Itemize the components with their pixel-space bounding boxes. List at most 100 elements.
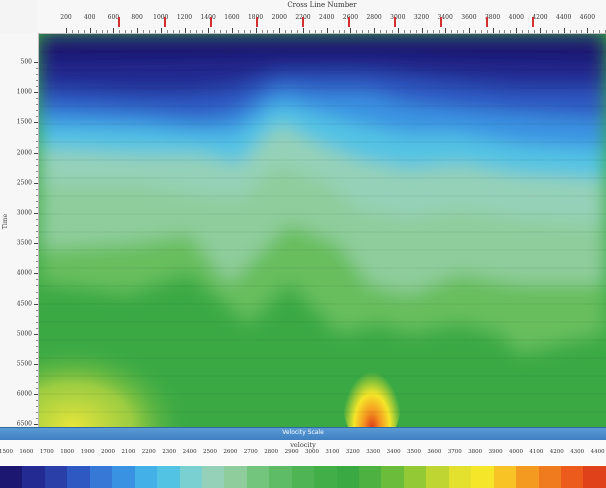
velocity-tick-label: 4300	[570, 449, 585, 455]
colorbar-segment	[426, 466, 449, 488]
cross-line-minor-tick	[474, 30, 476, 33]
cross-line-minor-tick	[551, 30, 553, 33]
time-tick-label: 500	[20, 58, 32, 66]
colorbar-segment	[359, 466, 382, 488]
time-minor-tick	[36, 158, 38, 160]
cross-line-minor-tick	[297, 30, 299, 33]
cross-line-tick-label: 2800	[366, 14, 382, 21]
cross-line-tick-label: 2000	[271, 14, 287, 21]
cross-line-axis: Cross Line Number 200 400 600 800 1000 1200 14…	[38, 0, 606, 34]
cross-line-minor-tick	[427, 30, 429, 33]
well-marker	[347, 17, 350, 27]
time-minor-tick	[36, 225, 38, 227]
time-minor-tick	[36, 194, 38, 196]
well-marker	[485, 17, 488, 27]
velocity-tick-label: 4400	[590, 449, 605, 455]
cross-line-minor-tick	[95, 30, 97, 33]
time-tick	[34, 364, 38, 365]
cross-line-minor-tick	[545, 30, 547, 33]
cross-line-minor-tick	[308, 30, 310, 33]
colorbar-segment	[583, 466, 606, 488]
cross-line-minor-tick	[172, 30, 174, 33]
colorbar-segment	[560, 466, 584, 488]
time-minor-tick	[36, 140, 38, 142]
time-minor-tick	[36, 382, 38, 384]
cross-line-minor-tick	[462, 30, 464, 33]
cross-line-tick-label: 3600	[461, 14, 477, 21]
time-minor-tick	[36, 200, 38, 202]
cross-line-tick	[587, 28, 589, 33]
colorbar-segment	[224, 466, 247, 488]
cross-line-tick	[231, 28, 233, 33]
time-tick	[34, 62, 38, 63]
well-marker	[531, 17, 534, 27]
velocity-tick-label: 4200	[549, 449, 564, 455]
cross-line-minor-tick	[338, 30, 340, 33]
cross-line-minor-tick	[534, 30, 536, 33]
colorbar-segment	[134, 466, 158, 488]
velocity-section-plot[interactable]	[39, 34, 606, 427]
colorbar-segment	[336, 466, 359, 488]
cross-line-tick-label: 1200	[176, 14, 193, 21]
cross-line-minor-tick	[71, 30, 73, 33]
colorbar-segment	[67, 466, 90, 488]
time-tick-label: 1000	[16, 88, 32, 96]
colorbar-segment	[89, 466, 113, 488]
cross-line-tick-label: 800	[131, 14, 143, 21]
time-minor-tick	[36, 68, 38, 70]
well-marker	[163, 17, 166, 27]
time-minor-tick	[36, 206, 38, 208]
colorbar-segment	[448, 466, 472, 488]
cross-line-minor-tick	[385, 30, 387, 33]
colorbar-segment	[314, 466, 337, 488]
time-minor-tick	[36, 376, 38, 378]
velocity-tick-label: 2500	[203, 449, 217, 455]
cross-line-minor-tick	[480, 30, 482, 33]
cross-line-minor-tick	[196, 30, 198, 33]
cross-line-tick	[350, 28, 352, 33]
time-minor-tick	[36, 237, 38, 239]
cross-line-tick-label: 1600	[224, 14, 240, 21]
time-minor-tick	[36, 116, 38, 118]
cross-line-minor-tick	[101, 30, 103, 33]
cross-line-minor-tick	[391, 30, 393, 33]
time-minor-tick	[36, 219, 38, 221]
colorbar-segment	[291, 466, 315, 488]
colorbar-segment	[538, 466, 561, 488]
time-minor-tick	[36, 418, 38, 420]
time-tick-label: 1500	[16, 118, 32, 126]
time-minor-tick	[36, 339, 38, 341]
cross-line-minor-tick	[362, 30, 364, 33]
cross-line-tick	[421, 28, 423, 33]
well-marker	[439, 17, 442, 27]
time-tick-label: 6500	[16, 420, 32, 428]
time-minor-tick	[36, 327, 38, 329]
cross-line-minor-tick	[273, 30, 275, 33]
cross-line-tick	[563, 28, 565, 33]
velocity-scale-title: Velocity Scale	[282, 429, 324, 436]
cross-line-tick	[492, 28, 494, 33]
cross-line-tick-label: 3800	[484, 14, 501, 21]
velocity-tick-label: 1600	[19, 449, 34, 455]
velocity-tick-label: 2600	[223, 449, 238, 455]
cross-line-minor-tick	[119, 30, 121, 33]
cross-line-tick	[303, 28, 304, 33]
cross-line-minor-tick	[486, 30, 488, 33]
velocity-scale-bar: Velocity Scale	[0, 427, 606, 441]
cross-line-tick	[208, 28, 210, 33]
cross-line-minor-tick	[504, 30, 506, 33]
time-minor-tick	[36, 164, 38, 166]
cross-line-minor-tick	[368, 30, 370, 33]
time-minor-tick	[36, 261, 38, 263]
velocity-tick-label: 3500	[407, 449, 421, 455]
velocity-tick-label: 2800	[264, 449, 279, 455]
time-minor-tick	[36, 351, 38, 353]
cross-line-tick-label: 4600	[579, 14, 596, 21]
cross-line-minor-tick	[439, 30, 441, 33]
time-minor-tick	[36, 110, 38, 112]
cross-line-minor-tick	[510, 30, 512, 33]
time-tick	[34, 243, 38, 245]
velocity-tick-label: 1500	[0, 449, 13, 455]
cross-line-minor-tick	[528, 30, 530, 33]
